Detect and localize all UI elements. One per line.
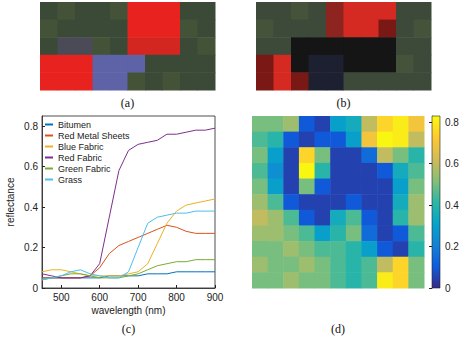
svg-text:0: 0 <box>445 283 451 294</box>
html-text:(c): (c) <box>121 322 136 336</box>
svg-text:Blue Fabric: Blue Fabric <box>58 142 104 152</box>
svg-text:0.4: 0.4 <box>24 202 38 213</box>
svg-text:reflectance: reflectance <box>5 177 16 226</box>
svg-text:Red Fabric: Red Fabric <box>58 153 103 163</box>
html-text:(a): (a) <box>120 96 135 110</box>
svg-text:600: 600 <box>91 292 108 303</box>
svg-text:700: 700 <box>130 292 147 303</box>
svg-text:800: 800 <box>168 292 185 303</box>
svg-text:0.8: 0.8 <box>445 117 459 128</box>
html-text:(b): (b) <box>336 96 351 110</box>
svg-text:wavelength (nm): wavelength (nm) <box>91 305 166 316</box>
svg-text:0.2: 0.2 <box>24 242 38 253</box>
svg-text:Bitumen: Bitumen <box>58 120 91 130</box>
svg-text:0: 0 <box>32 283 38 294</box>
svg-text:0.8: 0.8 <box>24 121 38 132</box>
svg-text:Grass: Grass <box>58 175 83 185</box>
svg-text:900: 900 <box>207 292 224 303</box>
svg-text:Green Fabric: Green Fabric <box>58 164 111 174</box>
svg-text:0.2: 0.2 <box>445 241 459 252</box>
svg-text:0.4: 0.4 <box>445 200 459 211</box>
svg-text:Red Metal Sheets: Red Metal Sheets <box>58 131 130 141</box>
svg-text:0.6: 0.6 <box>445 158 459 169</box>
svg-text:0.6: 0.6 <box>24 161 38 172</box>
html-text:(d): (d) <box>331 322 345 336</box>
svg-text:500: 500 <box>53 292 70 303</box>
